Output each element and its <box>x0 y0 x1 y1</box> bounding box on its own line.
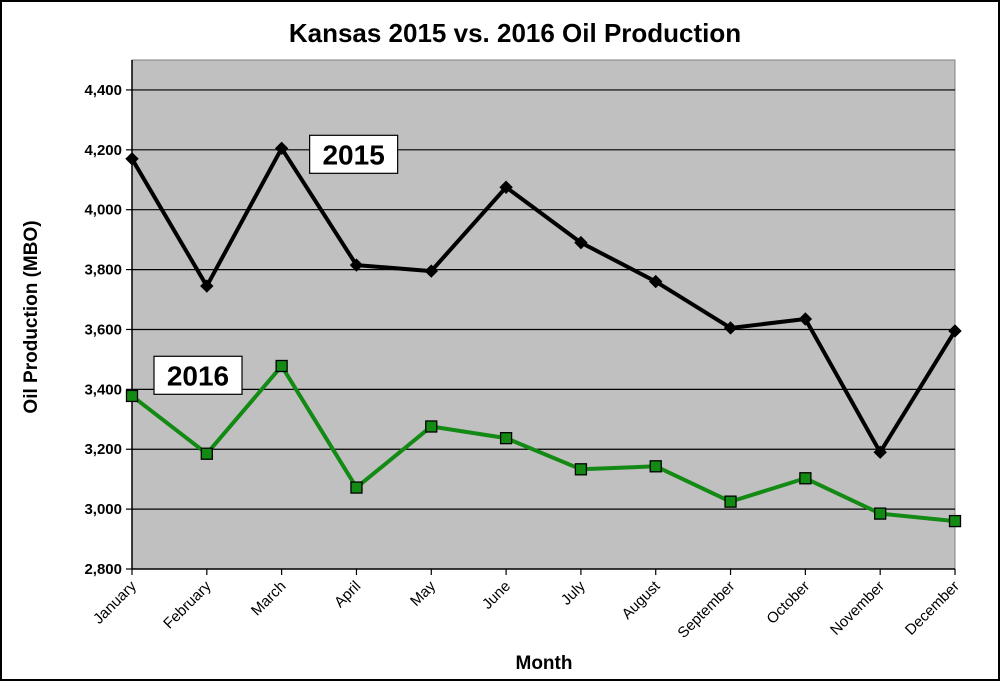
data-point <box>275 359 288 373</box>
data-point <box>350 481 363 494</box>
data-point <box>499 180 513 194</box>
data-point <box>574 235 588 250</box>
y-tick-label: 3,200 <box>84 441 122 458</box>
data-point <box>948 514 962 528</box>
data-point <box>724 495 737 508</box>
data-point <box>424 264 438 278</box>
x-tick-label: March <box>248 578 289 619</box>
y-tick-label: 2,800 <box>84 561 122 578</box>
data-point <box>649 460 662 473</box>
series-label-2015: 2015 <box>322 139 384 170</box>
x-axis-title: Month <box>516 653 573 674</box>
x-tick-labels: January February March April May June July Augu… <box>90 569 963 642</box>
data-point <box>948 324 962 338</box>
data-point <box>874 507 887 520</box>
data-point <box>873 445 887 459</box>
data-point <box>425 420 438 433</box>
y-tick-label: 4,400 <box>84 82 122 99</box>
series-layer <box>125 141 962 528</box>
y-axis-title: Oil Production (MBO) <box>21 220 42 413</box>
data-point <box>499 432 513 445</box>
y-tick-label: 4,200 <box>84 142 122 159</box>
data-point <box>349 258 364 272</box>
x-tick-label: June <box>479 578 514 613</box>
series-2015 <box>125 141 962 459</box>
series-line <box>130 146 957 455</box>
data-point <box>200 447 213 460</box>
x-tick-label: November <box>827 578 888 639</box>
x-tick-label: October <box>763 578 813 628</box>
y-tick-label: 3,800 <box>84 262 122 279</box>
series-label-box <box>153 355 243 395</box>
x-tick-label: April <box>331 578 364 611</box>
data-point <box>274 141 289 156</box>
y-tick-label: 3,600 <box>84 321 122 338</box>
chart-title: Kansas 2015 vs. 2016 Oil Production <box>289 18 741 48</box>
series-label-2016: 2016 <box>167 360 229 391</box>
x-tick-label: May <box>407 577 439 609</box>
x-tick-label: August <box>619 577 665 623</box>
series-2016 <box>125 359 962 528</box>
y-tick-labels: 2,800 3,000 3,200 3,400 3,600 3,800 4,000 4,200… <box>84 82 132 578</box>
series-labels: 2015 2016 <box>153 134 399 395</box>
data-point <box>574 463 588 476</box>
data-point <box>798 312 813 326</box>
data-point <box>200 279 214 293</box>
data-point <box>723 321 738 335</box>
y-tick-label: 3,400 <box>84 381 122 398</box>
y-tick-label: 4,000 <box>84 202 122 219</box>
x-tick-label: September <box>674 578 738 642</box>
x-tick-label: December <box>902 578 963 639</box>
x-tick-label: January <box>90 577 140 627</box>
gridlines <box>132 89 955 510</box>
series-label-box <box>309 134 399 174</box>
series-line <box>130 363 956 524</box>
y-tick-label: 3,000 <box>84 501 122 518</box>
data-point <box>125 389 139 403</box>
x-tick-label: July <box>558 577 589 608</box>
x-tick-label: February <box>160 577 215 632</box>
data-point <box>649 274 663 289</box>
data-point <box>799 472 812 485</box>
data-point <box>125 152 139 166</box>
